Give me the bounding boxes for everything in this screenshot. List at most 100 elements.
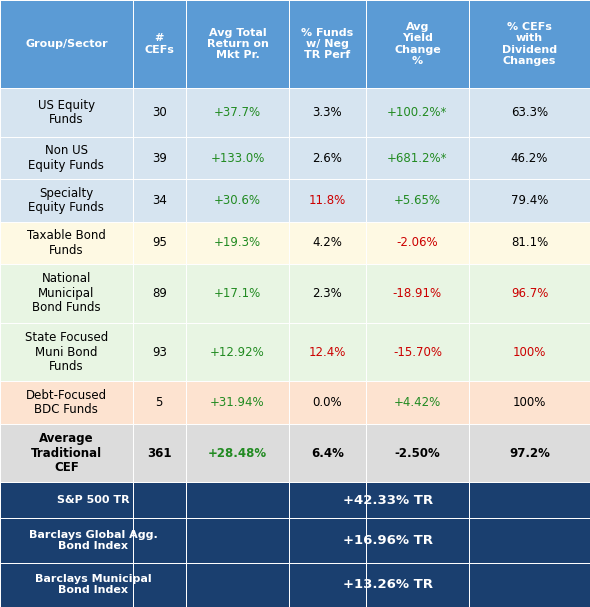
Text: 89: 89 bbox=[152, 287, 167, 300]
Text: 11.8%: 11.8% bbox=[309, 194, 346, 207]
Text: +16.96% TR: +16.96% TR bbox=[343, 534, 433, 547]
Bar bbox=[366, 264, 469, 323]
Text: -2.50%: -2.50% bbox=[395, 447, 440, 459]
Bar bbox=[0, 179, 133, 222]
Bar bbox=[186, 88, 289, 137]
Bar bbox=[469, 424, 590, 483]
Text: 63.3%: 63.3% bbox=[511, 106, 548, 119]
Text: +4.42%: +4.42% bbox=[394, 396, 441, 409]
Bar bbox=[133, 222, 186, 264]
Text: Non US
Equity Funds: Non US Equity Funds bbox=[28, 144, 104, 172]
Text: % Funds
w/ Neg
TR Perf: % Funds w/ Neg TR Perf bbox=[301, 28, 353, 60]
Bar bbox=[0, 323, 133, 381]
Text: Specialty
Equity Funds: Specialty Equity Funds bbox=[28, 187, 104, 214]
Text: +31.94%: +31.94% bbox=[210, 396, 265, 409]
Bar bbox=[289, 381, 366, 424]
Bar bbox=[289, 264, 366, 323]
Bar bbox=[289, 323, 366, 381]
Bar bbox=[133, 424, 186, 483]
Bar bbox=[133, 179, 186, 222]
Bar bbox=[366, 323, 469, 381]
Text: Barclays Global Agg.
Bond Index: Barclays Global Agg. Bond Index bbox=[28, 530, 158, 551]
Bar bbox=[469, 222, 590, 264]
Text: Debt-Focused
BDC Funds: Debt-Focused BDC Funds bbox=[26, 389, 107, 416]
Bar bbox=[0, 264, 133, 323]
Bar bbox=[289, 222, 366, 264]
Text: +5.65%: +5.65% bbox=[394, 194, 441, 207]
Text: Taxable Bond
Funds: Taxable Bond Funds bbox=[27, 229, 106, 257]
Text: 3.3%: 3.3% bbox=[313, 106, 342, 119]
Text: US Equity
Funds: US Equity Funds bbox=[38, 99, 95, 126]
Text: 46.2%: 46.2% bbox=[511, 152, 548, 164]
Text: 100%: 100% bbox=[513, 396, 546, 409]
Text: Avg Total
Return on
Mkt Pr.: Avg Total Return on Mkt Pr. bbox=[206, 28, 268, 60]
Text: Barclays Municipal
Bond Index: Barclays Municipal Bond Index bbox=[35, 574, 151, 595]
Bar bbox=[469, 323, 590, 381]
Bar bbox=[469, 0, 590, 88]
Bar bbox=[366, 424, 469, 483]
Bar bbox=[469, 179, 590, 222]
Bar bbox=[0, 88, 133, 137]
Text: -2.06%: -2.06% bbox=[396, 236, 438, 249]
Bar bbox=[366, 88, 469, 137]
Text: 5: 5 bbox=[156, 396, 163, 409]
Text: 30: 30 bbox=[152, 106, 167, 119]
Bar bbox=[0, 483, 590, 518]
Bar bbox=[186, 323, 289, 381]
Text: National
Municipal
Bond Funds: National Municipal Bond Funds bbox=[32, 273, 101, 314]
Text: 12.4%: 12.4% bbox=[309, 345, 346, 359]
Bar bbox=[133, 88, 186, 137]
Text: 100%: 100% bbox=[513, 345, 546, 359]
Bar bbox=[289, 137, 366, 179]
Text: 95: 95 bbox=[152, 236, 167, 249]
Bar bbox=[186, 264, 289, 323]
Text: +12.92%: +12.92% bbox=[210, 345, 265, 359]
Bar bbox=[186, 424, 289, 483]
Bar bbox=[133, 0, 186, 88]
Text: 34: 34 bbox=[152, 194, 167, 207]
Text: +13.26% TR: +13.26% TR bbox=[343, 578, 433, 591]
Text: 79.4%: 79.4% bbox=[511, 194, 548, 207]
Bar bbox=[366, 0, 469, 88]
Text: 4.2%: 4.2% bbox=[313, 236, 342, 249]
Text: +100.2%*: +100.2%* bbox=[387, 106, 448, 119]
Text: #
CEFs: # CEFs bbox=[145, 33, 174, 55]
Bar bbox=[133, 137, 186, 179]
Bar bbox=[289, 88, 366, 137]
Bar bbox=[0, 563, 590, 607]
Text: 361: 361 bbox=[147, 447, 172, 459]
Text: Group/Sector: Group/Sector bbox=[25, 39, 108, 49]
Bar bbox=[289, 0, 366, 88]
Text: State Focused
Muni Bond
Funds: State Focused Muni Bond Funds bbox=[25, 331, 108, 373]
Bar bbox=[133, 323, 186, 381]
Bar bbox=[186, 179, 289, 222]
Text: 6.4%: 6.4% bbox=[311, 447, 344, 459]
Text: 96.7%: 96.7% bbox=[511, 287, 548, 300]
Text: 81.1%: 81.1% bbox=[511, 236, 548, 249]
Bar bbox=[133, 264, 186, 323]
Text: 2.6%: 2.6% bbox=[313, 152, 342, 164]
Bar bbox=[469, 381, 590, 424]
Text: 0.0%: 0.0% bbox=[313, 396, 342, 409]
Text: -15.70%: -15.70% bbox=[393, 345, 442, 359]
Bar bbox=[0, 381, 133, 424]
Bar bbox=[133, 381, 186, 424]
Bar bbox=[289, 424, 366, 483]
Text: Avg
Yield
Change
%: Avg Yield Change % bbox=[394, 22, 441, 66]
Bar bbox=[186, 0, 289, 88]
Bar bbox=[0, 222, 133, 264]
Bar bbox=[366, 179, 469, 222]
Bar bbox=[0, 137, 133, 179]
Text: -18.91%: -18.91% bbox=[393, 287, 442, 300]
Text: S&P 500 TR: S&P 500 TR bbox=[57, 495, 129, 506]
Bar bbox=[366, 137, 469, 179]
Text: Average
Traditional
CEF: Average Traditional CEF bbox=[31, 432, 102, 474]
Bar bbox=[289, 179, 366, 222]
Bar bbox=[469, 137, 590, 179]
Text: % CEFs
with
Dividend
Changes: % CEFs with Dividend Changes bbox=[502, 22, 557, 66]
Bar bbox=[0, 518, 590, 563]
Bar bbox=[366, 222, 469, 264]
Text: 39: 39 bbox=[152, 152, 167, 164]
Bar bbox=[0, 424, 133, 483]
Bar bbox=[0, 0, 133, 88]
